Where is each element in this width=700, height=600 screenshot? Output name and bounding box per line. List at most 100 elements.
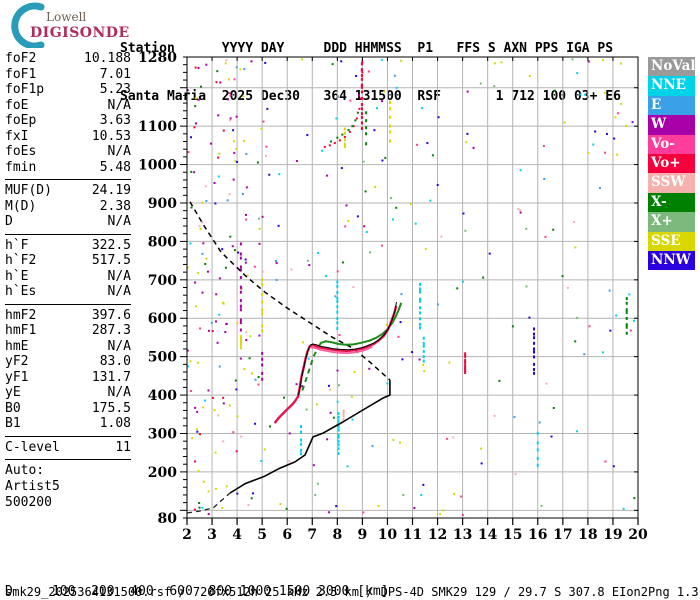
parameter-label: yE — [5, 385, 21, 400]
noise-dot — [336, 400, 339, 403]
noise-dot — [466, 90, 469, 93]
noise-dot — [202, 480, 205, 483]
noise-dot — [306, 134, 309, 137]
parameter-label: h`F2 — [5, 253, 37, 268]
noise-dot — [246, 274, 249, 277]
noise-dot — [603, 91, 606, 94]
autoscaling-line: Artist5 — [5, 478, 60, 494]
noise-dot — [576, 72, 579, 75]
noise-dot — [221, 248, 224, 251]
echo-column-dot — [239, 242, 242, 246]
noise-dot — [198, 433, 201, 436]
noise-dot — [594, 130, 597, 133]
noise-dot — [571, 58, 574, 61]
parameter-value: N/A — [107, 97, 131, 113]
noise-dot — [250, 497, 253, 500]
second-order-o-echo — [323, 145, 326, 148]
noise-dot — [395, 206, 398, 209]
parameter-label: h`E — [5, 268, 29, 284]
noise-dot — [247, 504, 250, 507]
noise-dot — [410, 351, 413, 354]
noise-dot — [614, 116, 617, 119]
noise-dot — [583, 353, 586, 356]
noise-dot — [193, 126, 196, 129]
noise-dot — [228, 92, 231, 95]
noise-dot — [216, 341, 219, 344]
noise-dot — [561, 275, 564, 278]
noise-dot — [373, 129, 376, 132]
noise-dot — [260, 127, 263, 130]
parameter-value: 397.6 — [91, 307, 131, 323]
noise-dot — [290, 268, 293, 271]
x-tick-label: 16 — [528, 527, 547, 543]
echo-column-dot — [464, 370, 467, 374]
noise-dot — [256, 161, 259, 164]
parameter-value: 83.0 — [99, 354, 131, 369]
noise-dot — [235, 147, 238, 150]
noise-dot — [493, 414, 496, 417]
noise-dot — [258, 334, 261, 337]
echo-column-dot — [239, 265, 242, 269]
echo-column-dot — [239, 308, 242, 312]
noise-dot — [243, 68, 246, 71]
noise-dot — [633, 497, 636, 500]
noise-dot — [629, 329, 632, 332]
second-order-o-echo — [358, 107, 361, 110]
noise-dot — [222, 440, 225, 443]
noise-dot — [375, 107, 378, 110]
noise-dot — [228, 404, 231, 407]
legend-item-e: E — [648, 95, 695, 116]
parameter-row-ye: yE N/A — [5, 385, 131, 401]
noise-dot — [422, 363, 425, 366]
parameter-row-fof1p: foF1p 5.23 — [5, 82, 131, 98]
noise-dot — [431, 154, 434, 157]
noise-dot — [239, 357, 242, 360]
noise-dot — [338, 384, 341, 387]
echo-column-dot — [365, 132, 368, 136]
noise-dot — [628, 293, 631, 296]
parameter-row-he: h`E N/A — [5, 269, 131, 285]
x-tick-label: 17 — [553, 527, 572, 543]
echo-column-dot — [336, 317, 339, 321]
echo-column-dot — [360, 68, 363, 72]
echo-column-dot — [261, 282, 264, 286]
noise-dot — [186, 266, 189, 269]
noise-dot — [350, 395, 353, 398]
echo-column-dot — [337, 433, 340, 437]
noise-dot — [400, 293, 403, 296]
echo-column-dot — [300, 438, 303, 442]
parameter-row-clevel: C-level 11 — [5, 440, 131, 456]
noise-dot — [241, 192, 244, 195]
noise-dot — [245, 186, 248, 189]
noise-dot — [619, 62, 622, 65]
echo-column-dot — [388, 130, 391, 134]
parameter-value: N/A — [107, 284, 131, 299]
noise-dot — [236, 160, 239, 163]
noise-dot — [356, 215, 359, 218]
noise-dot — [335, 117, 338, 120]
noise-dot — [544, 235, 547, 238]
noise-dot — [418, 358, 421, 361]
x-tick-label: 2 — [182, 527, 192, 543]
noise-dot — [204, 185, 207, 188]
noise-dot — [579, 93, 582, 96]
noise-dot — [553, 89, 556, 92]
echo-column-dot — [261, 300, 264, 304]
parameter-row-fmin: fmin 5.48 — [5, 160, 131, 176]
noise-dot — [283, 396, 286, 399]
noise-dot — [344, 225, 347, 228]
echo-column-dot — [239, 276, 242, 280]
noise-dot — [205, 257, 208, 260]
second-order-x-echo — [354, 119, 357, 122]
echo-column-dot — [422, 359, 425, 363]
parameter-row-hes: h`Es N/A — [5, 284, 131, 300]
echo-column-dot — [422, 336, 425, 340]
echo-column-dot — [360, 121, 363, 125]
echo-column-dot — [388, 139, 391, 143]
noise-dot — [224, 331, 227, 334]
noise-dot — [334, 295, 337, 298]
noise-dot — [204, 262, 207, 265]
noise-dot — [592, 143, 595, 146]
noise-dot — [543, 178, 546, 181]
noise-dot — [442, 509, 445, 512]
